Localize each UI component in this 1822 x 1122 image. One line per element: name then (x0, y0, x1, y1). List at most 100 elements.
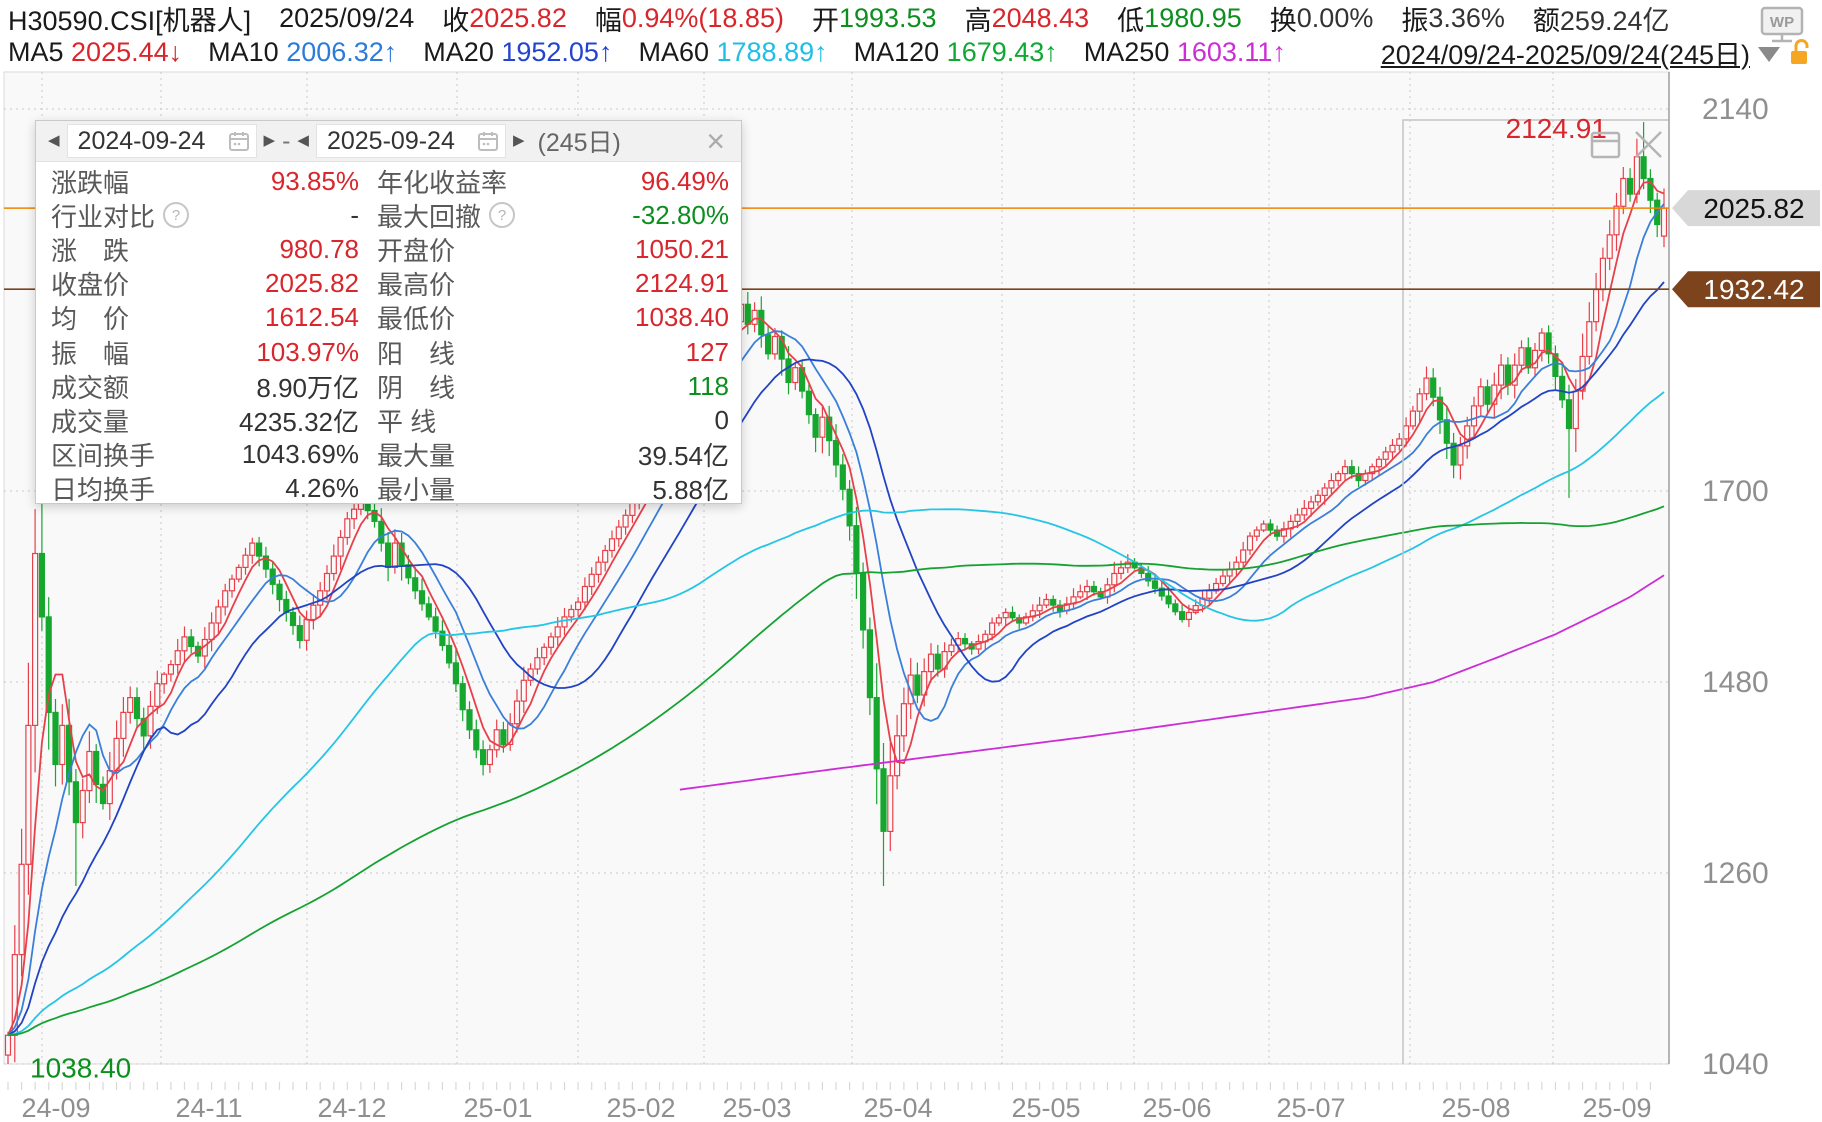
quote-close: 收 2025.82 (442, 2, 567, 36)
prev-end-date-arrow[interactable]: ◀ (297, 132, 309, 149)
panel-row: 日均换手 4.26% 最小量 5.88亿 (36, 472, 741, 506)
unlock-icon[interactable] (1788, 38, 1814, 68)
end-date-picker[interactable]: 2025-09-24 (315, 124, 506, 158)
panel-row: 涨跌幅 93.85% 年化收益率 96.49% (36, 164, 741, 198)
panel-header: ◀ 2024-09-24 ▶ - ◀ 2025-09-24 (36, 121, 741, 162)
stat-value: 8.90万亿 (256, 372, 359, 403)
calendar-icon (228, 132, 249, 151)
stat-value: 103.97% (256, 336, 359, 367)
price-badge-value: 2025.82 (1703, 193, 1804, 224)
stat-value: 0 (714, 404, 729, 435)
start-date-value: 2024-09-24 (77, 126, 206, 155)
y-axis-tick-label: 1260 (1702, 857, 1769, 890)
ma-line-ma120 (7, 505, 1665, 1037)
price-badge-value: 1932.42 (1703, 274, 1804, 305)
price-badge (1672, 190, 1820, 227)
x-axis-month-label[interactable]: 25-02 (606, 1093, 675, 1122)
ma-line-ma60 (7, 391, 1665, 1037)
x-axis-labels[interactable]: 24-09 24-11 24-12 25-01 25-02 25-03 25-04 25-05… (21, 1093, 1651, 1122)
range-selector[interactable]: 2024/09/24-2025/09/24(245日) (1381, 33, 1814, 72)
quote-open: 开 1993.53 (811, 2, 937, 36)
x-axis-month-label[interactable]: 25-01 (463, 1093, 532, 1122)
stat-label: 行业对比? (36, 197, 219, 234)
prev-start-date-arrow[interactable]: ◀ (48, 132, 60, 149)
quote-trade-date: 2025/09/24 (279, 2, 415, 33)
x-axis-month-label[interactable]: 25-08 (1441, 1093, 1510, 1122)
quote-amount: 额 259.24亿 (1532, 5, 1670, 36)
stat-value: 1612.54 (265, 302, 359, 333)
stat-value: 980.78 (279, 233, 359, 264)
wp-monitor-logo-icon: WP (1760, 6, 1804, 43)
help-icon[interactable]: ? (489, 202, 516, 229)
ma-line-ma5 (7, 180, 1665, 1036)
next-start-date-arrow[interactable]: ▶ (263, 132, 276, 149)
restore-window-icon[interactable] (1590, 131, 1621, 159)
stat-label: 均 价 (51, 304, 130, 335)
panel-row: 区间换手 1043.69% 最大量 39.54亿 (36, 438, 741, 472)
ma-item-ma120: MA120 1679.43↑ (853, 36, 1058, 67)
stat-label: 振 幅 (51, 338, 130, 369)
panel-close-icon[interactable]: × (706, 123, 725, 159)
price-level-lines: 2025.82 1932.42 (4, 190, 1820, 308)
candles-and-ma-lines (4, 122, 1668, 1064)
high-price-annotation: 2124.91 (1506, 113, 1607, 144)
range-selector-label[interactable]: 2024/09/24-2025/09/24(245日) (1380, 39, 1750, 70)
stat-label: 年化收益率 (377, 167, 508, 198)
stat-value: 2124.91 (635, 268, 729, 299)
stat-label: 最低价 (377, 304, 456, 335)
panel-row: 行业对比? - 最大回撤? -32.80% (36, 198, 741, 232)
range-statistics-panel: ◀ 2024-09-24 ▶ - ◀ 2025-09-24 (35, 120, 742, 506)
stat-label: 成交额 (51, 372, 130, 403)
close-window-icon[interactable] (1635, 131, 1662, 158)
x-axis-month-label[interactable]: 25-03 (722, 1093, 791, 1122)
x-axis-month-label[interactable]: 24-12 (317, 1093, 386, 1122)
date-range-separator: - (282, 126, 291, 155)
ma-item-ma5: MA5 2025.44↓ (8, 36, 183, 67)
x-axis-month-label[interactable]: 25-09 (1582, 1093, 1651, 1122)
ma-header: MA5 2025.44↓ MA10 2006.32↑ MA20 1952.05↑ MA… (8, 36, 1814, 70)
ma-item-ma20: MA20 1952.05↑ (423, 36, 613, 67)
x-axis-month-label[interactable]: 24-11 (175, 1093, 242, 1122)
quote-change: 幅 0.94%(18.85) (594, 2, 784, 36)
chevron-down-icon[interactable] (1758, 46, 1780, 62)
low-price-annotation: 1038.40 (30, 1052, 131, 1083)
stat-value: 5.88亿 (652, 475, 729, 506)
stat-label: 日均换手 (51, 475, 156, 506)
range-days-label: (245日) (537, 129, 621, 157)
stat-value: 2025.82 (265, 268, 359, 299)
panel-row: 收盘价 2025.82 最高价 2124.91 (36, 267, 741, 301)
x-axis-month-label[interactable]: 24-09 (21, 1093, 90, 1122)
end-date-value: 2025-09-24 (326, 126, 455, 155)
stat-value: 127 (685, 336, 729, 367)
panel-row: 涨 跌 980.78 开盘价 1050.21 (36, 232, 741, 266)
svg-text:WP: WP (1770, 14, 1794, 31)
stat-value: 1038.40 (635, 302, 729, 333)
help-icon[interactable]: ? (163, 202, 190, 229)
quote-high: 高 2048.43 (964, 2, 1090, 36)
next-end-date-arrow[interactable]: ▶ (512, 132, 525, 149)
stat-value: 96.49% (640, 165, 729, 196)
stat-label: 区间换手 (51, 441, 156, 472)
stat-label: 最大量 (377, 441, 456, 472)
ma-values-list: MA5 2025.44↓ MA10 2006.32↑ MA20 1952.05↑ MA… (8, 37, 1286, 68)
stat-value: 1043.69% (241, 439, 359, 470)
start-date-picker[interactable]: 2024-09-24 (66, 124, 257, 158)
stat-label: 阴 线 (377, 372, 456, 403)
stat-label: 涨 跌 (51, 235, 130, 266)
ma-item-ma250: MA250 1603.11↑ (1083, 36, 1286, 67)
y-axis-tick-label: 1700 (1702, 475, 1769, 508)
stat-label: 收盘价 (51, 270, 130, 301)
ma-line-ma20 (7, 281, 1665, 1037)
stat-label: 阳 线 (377, 338, 456, 369)
quote-low: 低 1980.95 (1117, 2, 1242, 36)
ma-item-ma60: MA60 1788.89↑ (638, 36, 828, 67)
stat-value: - (350, 199, 359, 230)
ma-item-ma10: MA10 2006.32↑ (208, 36, 398, 67)
stat-label: 最高价 (377, 270, 456, 301)
x-axis-month-label[interactable]: 25-07 (1276, 1093, 1345, 1122)
x-axis-month-label[interactable]: 25-06 (1142, 1093, 1211, 1122)
x-axis-month-label[interactable]: 25-04 (863, 1093, 932, 1122)
stat-value: 1050.21 (635, 233, 729, 264)
x-axis-month-label[interactable]: 25-05 (1011, 1093, 1080, 1122)
